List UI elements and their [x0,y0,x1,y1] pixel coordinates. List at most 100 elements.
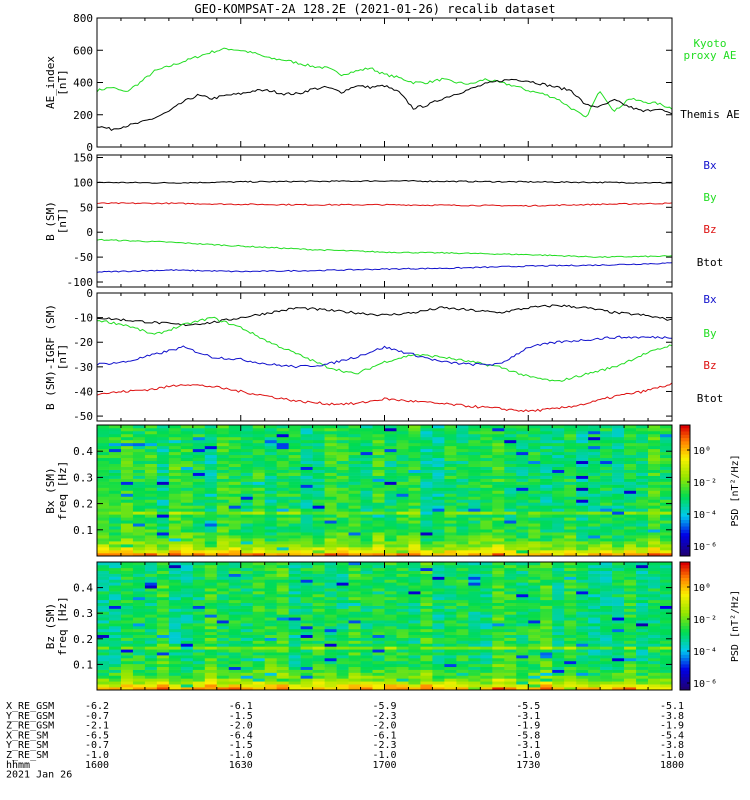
spectrogram-cell [624,567,637,572]
spectrogram-cell [408,445,421,450]
spectrogram-cell [348,538,361,542]
spectrogram-cell [228,475,242,479]
spectrogram-cell [648,591,661,595]
spectrogram-cell [120,526,134,530]
spectrogram-cell [312,573,325,577]
spectrogram-cell [156,608,170,612]
spectrogram-cell [372,599,385,604]
spectrogram-cell [276,547,289,551]
spectrogram-cell [564,541,577,545]
spectrogram-cell [396,614,409,618]
spectrogram-cell [624,451,637,456]
spectrogram-cell [204,576,218,580]
spectrogram-cell [552,564,565,569]
spectrogram-cell [372,681,385,685]
spectrogram-cell [588,538,601,542]
spectrogram-cell [468,427,481,432]
spectrogram-cell [336,655,349,659]
spectrogram-cell [504,487,517,491]
spectrogram-cell [540,478,553,482]
spectrogram-cell [516,588,529,592]
spectrogram-cell [660,576,673,580]
spectrogram-cell [480,620,493,624]
spectrogram-cell [228,493,242,497]
spectrogram-cell [384,523,397,527]
spectrogram-cell [144,439,158,444]
spectrogram-cell [600,672,613,676]
spectrogram-cell [336,634,349,638]
spectrogram-cell [456,448,469,453]
spectrogram-cell [576,596,589,601]
spectrogram-cell [504,544,517,548]
spectrogram-cell [576,594,589,598]
spectrogram-cell [468,499,481,503]
spectrogram-cell [204,529,218,533]
spectrogram-cell [420,466,433,470]
spectrogram-cell [384,669,397,673]
spectrogram-cell [180,478,194,482]
spectrogram-cell [660,579,673,583]
spectrogram-cell [480,526,493,530]
spectrogram-cell [408,550,421,554]
legend-label: Bz [703,223,716,236]
spectrogram-cell [504,433,517,438]
spectrogram-cell [312,649,325,653]
spectrogram-cell [252,529,266,533]
spectrogram-cell [612,652,625,656]
spectrogram-cell [192,499,206,503]
spectrogram-cell [168,570,182,574]
spectrogram-cell [97,576,110,580]
spectrogram-cell [360,451,373,456]
spectrogram-cell [144,475,158,479]
spectrogram-cell [156,511,170,515]
spectrogram-cell [432,617,445,621]
spectrogram-cell [456,614,469,618]
spectrogram-cell [660,617,673,621]
spectrogram-cell [180,573,194,577]
spectrogram-cell [540,672,553,676]
spectrogram-cell [444,687,457,691]
spectrogram-cell [336,646,349,650]
spectrogram-cell [384,649,397,653]
spectrogram-cell [264,669,277,673]
spectrogram-cell [432,490,445,494]
spectrogram-cell [252,460,266,465]
spectrogram-cell [120,448,134,453]
spectrogram-cell [612,640,625,644]
spectrogram-cell [276,614,289,618]
spectrogram-cell [420,588,433,592]
spectrogram-cell [180,599,194,604]
spectrogram-cell [97,442,110,447]
spectrogram-cell [564,553,577,557]
spectrogram-cell [264,626,277,630]
spectrogram-cell [372,602,385,606]
spectrogram-cell [504,637,517,641]
spectrogram-cell [228,564,242,569]
spectrogram-cell [492,672,505,676]
spectrogram-cell [540,646,553,650]
spectrogram-cell [396,508,409,512]
spectrogram-cell [504,427,517,432]
spectrogram-cell [516,430,529,435]
spectrogram-cell [264,425,277,429]
spectrogram-cell [516,457,529,462]
spectrogram-cell [540,623,553,627]
spectrogram-cell [312,669,325,673]
spectrogram-cell [132,466,146,470]
spectrogram-cell [600,605,613,609]
spectrogram-cell [384,490,397,494]
spectrogram-cell [97,681,110,685]
spectrogram-cell [468,448,481,453]
spectrogram-cell [372,687,385,691]
spectrogram-cell [312,562,325,566]
spectrogram-cell [648,675,661,679]
spectrogram-cell [324,687,337,691]
spectrogram-cell [504,436,517,441]
spectrogram-cell [336,547,349,551]
spectrogram-cell [336,602,349,606]
spectrogram-cell [552,508,565,512]
spectrogram-cell [276,436,289,441]
spectrogram-cell [528,608,541,612]
spectrogram-cell [516,439,529,444]
spectrogram-cell [564,457,577,462]
